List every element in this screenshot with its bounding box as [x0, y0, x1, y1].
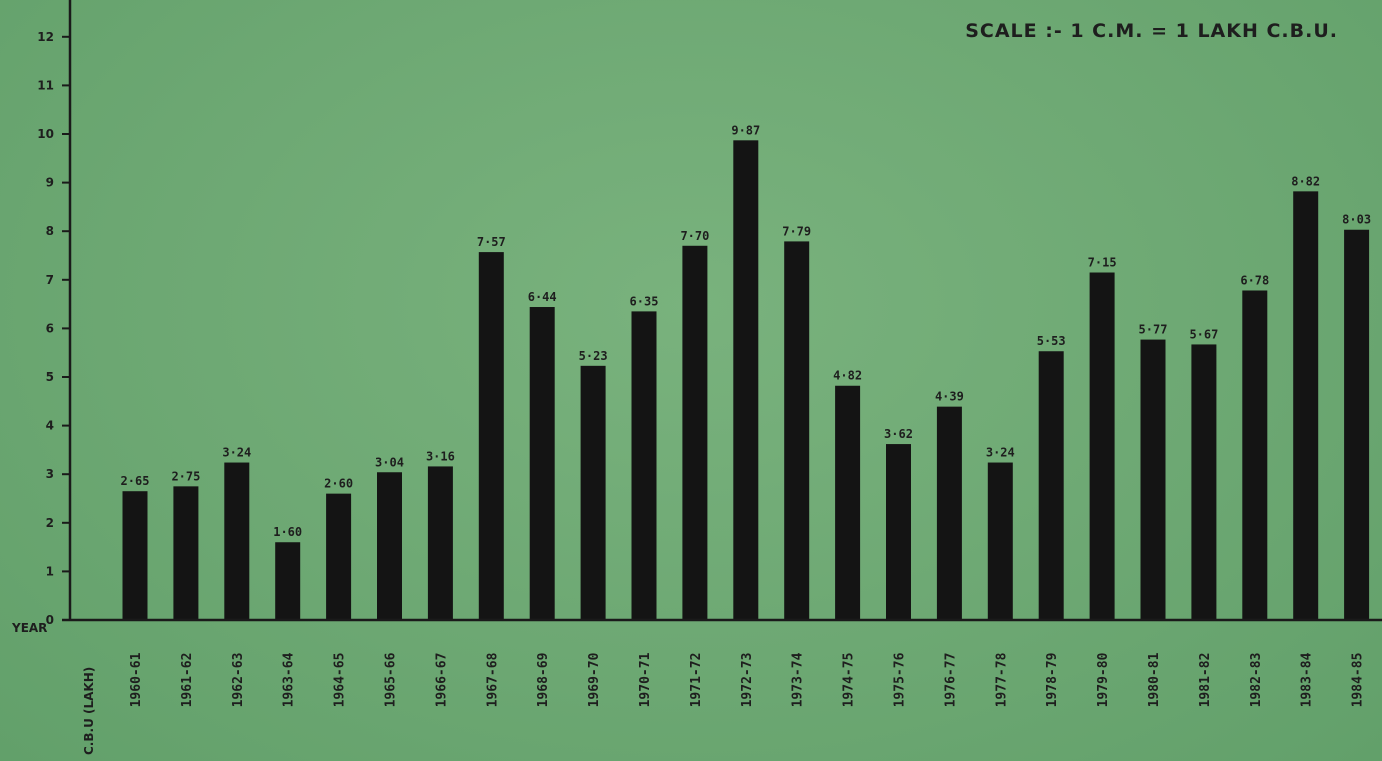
category-label: 1984-85: [1351, 653, 1366, 708]
category-label: 1960-61: [129, 652, 144, 707]
bar-1980-81: [1140, 339, 1166, 620]
bar-1961-62: [173, 486, 199, 620]
category-label: 1975-76: [893, 652, 908, 707]
data-label: 1·60: [273, 525, 302, 539]
data-label: 4·39: [935, 390, 964, 404]
bar-1965-66: [377, 472, 402, 620]
category-label: 1969-70: [587, 652, 602, 707]
bar-1963-64: [275, 542, 301, 620]
y-tick-label: 5: [46, 370, 54, 384]
axis-layer: [62, 0, 1382, 622]
category-label: 1976-77: [943, 653, 958, 708]
category-label: 1974-75: [842, 653, 857, 708]
bar-1982-83: [1242, 290, 1268, 620]
x-axis-title: YEAR: [11, 621, 47, 635]
data-label: 9·87: [731, 123, 760, 137]
category-label: 1964-65: [333, 653, 348, 708]
category-label: 1970-71: [638, 652, 653, 707]
category-label: 1979-80: [1096, 652, 1111, 707]
bar-1978-79: [1038, 351, 1064, 620]
data-label: 7·57: [477, 235, 506, 249]
y-tick-label: 10: [37, 127, 54, 141]
category-label: 1977-78: [994, 652, 1009, 707]
category-label: 1978-79: [1045, 653, 1060, 708]
bar-1976-77: [936, 406, 962, 620]
data-label: 5·23: [579, 349, 608, 363]
category-label: 1972-73: [740, 653, 755, 708]
data-label: 2·60: [324, 477, 353, 491]
category-label: 1963-64: [282, 652, 297, 707]
y-tick-label: 3: [46, 467, 54, 481]
y-tick-label: 4: [46, 419, 54, 433]
data-label: 3·62: [884, 427, 913, 441]
bar-1979-80: [1089, 272, 1115, 620]
bar-1970-71: [631, 311, 657, 620]
bar-1960-61: [122, 491, 148, 620]
bar-1977-78: [987, 462, 1013, 620]
data-label: 7·15: [1088, 256, 1117, 270]
category-label: 1967-68: [485, 652, 500, 707]
bar-1969-70: [580, 365, 606, 620]
data-label: 2·75: [171, 469, 200, 483]
data-label: 2·65: [121, 474, 150, 488]
scale-note: SCALE :- 1 C.M. = 1 LAKH C.B.U.: [965, 20, 1338, 42]
data-label: 6·35: [630, 294, 659, 308]
bar-1983-84: [1293, 191, 1319, 620]
data-label: 4·82: [833, 369, 862, 383]
data-label: 5·77: [1139, 323, 1168, 337]
category-label: 1968-69: [536, 653, 551, 708]
data-label: 8·03: [1342, 213, 1371, 227]
bar-1973-74: [784, 241, 810, 620]
bar-1984-85: [1344, 229, 1370, 620]
data-label: 7·70: [680, 229, 709, 243]
bar-1974-75: [835, 385, 861, 620]
bar-1981-82: [1191, 344, 1217, 620]
data-label: 8·82: [1291, 174, 1320, 188]
data-label: 5·53: [1037, 334, 1066, 348]
y-tick-label: 8: [46, 224, 54, 238]
bar-1972-73: [733, 140, 759, 620]
bar-1971-72: [682, 245, 708, 620]
category-label: 1962-63: [231, 653, 246, 708]
y-axis-title: C.B.U (LAKH): [82, 667, 96, 755]
y-tick-label: 12: [37, 30, 54, 44]
category-label: 1973-74: [791, 652, 806, 707]
category-label: 1983-84: [1300, 652, 1315, 707]
labels-layer: 2·65 2·75 3·24 1·60 2·60 3·04 3·16 7·57 6·44 5·23…: [121, 123, 1372, 539]
y-tick-label: 2: [46, 516, 54, 530]
category-label: 1961-62: [180, 653, 195, 708]
bar-1967-68: [478, 252, 504, 620]
bar-1968-69: [529, 307, 555, 620]
category-label: 1980-81: [1147, 652, 1162, 707]
bar-1975-76: [886, 444, 911, 620]
data-label: 3·04: [375, 455, 404, 469]
y-tick-label: 7: [46, 273, 54, 287]
data-label: 3·16: [426, 449, 455, 463]
category-label: 1971-72: [689, 653, 704, 708]
y-tick-label: 0: [46, 613, 54, 627]
data-label: 3·24: [986, 446, 1015, 460]
y-tick-label: 6: [46, 321, 54, 335]
data-label: 5·67: [1189, 327, 1218, 341]
y-tick-label: 11: [37, 78, 54, 92]
bar-1966-67: [427, 466, 453, 620]
category-label: 1982-83: [1249, 653, 1264, 708]
bar-1962-63: [224, 462, 250, 620]
bar-1964-65: [326, 493, 352, 620]
categories-layer: 1960-61 1961-62 1962-63 1963-64 1964-65 1965-…: [129, 652, 1366, 707]
category-label: 1965-66: [384, 652, 399, 707]
bars-layer: [122, 140, 1370, 620]
data-label: 3·24: [222, 446, 251, 460]
data-label: 7·79: [782, 224, 811, 238]
category-label: 1966-67: [434, 653, 449, 708]
y-tick-label: 9: [46, 176, 54, 190]
data-label: 6·44: [528, 290, 557, 304]
data-label: 6·78: [1240, 273, 1269, 287]
y-tick-label: 1: [46, 564, 54, 578]
category-label: 1981-82: [1198, 653, 1213, 708]
